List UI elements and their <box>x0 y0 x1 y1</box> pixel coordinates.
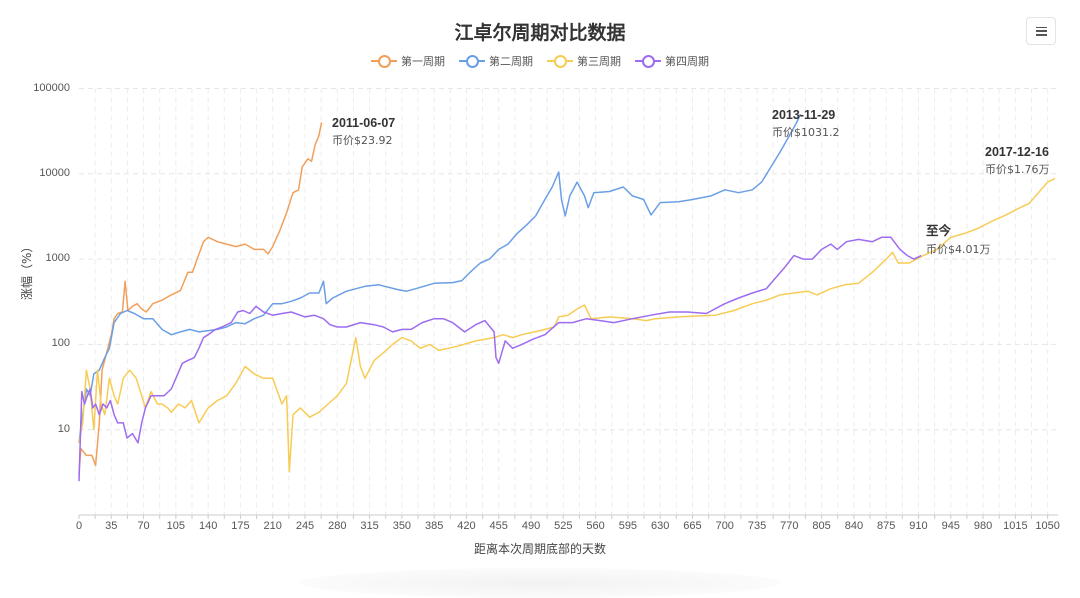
legend-item-cycle-3[interactable]: 第三周期 <box>547 53 621 69</box>
legend-line-circle-icon <box>547 54 573 68</box>
y-tick-label: 100 <box>51 337 70 350</box>
annotation-price: 币价$4.01万 <box>926 243 991 256</box>
x-tick-label: 0 <box>75 520 83 532</box>
hamburger-menu-icon <box>1035 26 1047 36</box>
x-axis-label: 距离本次周期底部的天数 <box>473 542 606 556</box>
x-tick-label: 945 <box>941 520 960 532</box>
x-tick-label: 490 <box>521 520 541 532</box>
x-tick-label: 315 <box>360 520 379 532</box>
chart-title: 江卓尔周期对比数据 <box>454 22 626 44</box>
x-tick-label: 770 <box>780 520 799 532</box>
annotation-date: 2013-11-29 <box>772 108 836 122</box>
legend-item-cycle-2[interactable]: 第二周期 <box>459 53 533 69</box>
x-tick-label: 140 <box>198 520 218 532</box>
annotation-date: 2017-12-16 <box>985 145 1049 159</box>
y-tick-label: 10 <box>57 422 70 435</box>
y-axis-label: 涨幅（%） <box>20 240 34 300</box>
x-tick-label: 560 <box>586 520 605 532</box>
legend-item-cycle-1[interactable]: 第一周期 <box>371 53 445 69</box>
series-line-cycle-4[interactable] <box>78 236 922 482</box>
x-tick-label: 910 <box>909 520 928 532</box>
x-tick-label: 245 <box>295 520 315 532</box>
annotation-cycle-2-peak: 2013-11-29 币价$1031.2 <box>772 108 840 140</box>
x-tick-label: 595 <box>618 520 638 532</box>
x-tick-label: 350 <box>392 520 412 532</box>
series-line-cycle-2[interactable] <box>78 113 802 443</box>
x-tick-label: 420 <box>457 520 476 532</box>
annotation-price: 币价$23.92 <box>332 134 393 147</box>
x-tick-label: 455 <box>489 520 508 532</box>
y-tick-label: 100000 <box>33 81 70 94</box>
x-tick-label: 630 <box>650 520 670 532</box>
legend-label: 第四周期 <box>665 55 709 68</box>
legend-line-circle-icon <box>635 54 661 68</box>
annotation-price: 币价$1.76万 <box>985 163 1050 176</box>
legend-line-circle-icon <box>371 54 397 68</box>
x-tick-label: 1050 <box>1035 520 1060 532</box>
series-line-cycle-3[interactable] <box>78 177 1056 473</box>
x-tick-label: 1015 <box>1003 520 1028 532</box>
y-tick-label: 10000 <box>39 166 70 179</box>
x-tick-label: 700 <box>715 520 734 532</box>
x-axis-line <box>78 514 1058 519</box>
x-tick-label: 805 <box>812 520 831 532</box>
x-tick-label: 280 <box>328 520 347 532</box>
legend-item-cycle-4[interactable]: 第四周期 <box>635 53 709 69</box>
annotation-price: 币价$1031.2 <box>772 126 840 139</box>
legend-line-circle-icon <box>459 54 485 68</box>
grid-lines <box>79 88 1058 515</box>
x-tick-label: 980 <box>973 520 993 532</box>
annotation-cycle-1-peak: 2011-06-07 币价$23.92 <box>332 116 395 148</box>
x-tick-label: 105 <box>166 520 186 532</box>
legend-label: 第二周期 <box>489 55 533 68</box>
bottom-shadow <box>300 568 780 598</box>
annotation-cycle-3-peak: 2017-12-16 币价$1.76万 <box>985 145 1050 177</box>
annotation-date: 至今 <box>926 223 952 238</box>
plot-area <box>78 88 1058 519</box>
y-tick-label: 1000 <box>45 252 70 265</box>
annotation-current: 至今 币价$4.01万 <box>926 220 991 257</box>
x-tick-label: 35 <box>105 520 118 532</box>
legend-label: 第三周期 <box>577 55 621 68</box>
series-lines <box>78 113 1056 482</box>
legend-label: 第一周期 <box>401 55 445 68</box>
x-tick-label: 175 <box>231 520 250 532</box>
x-tick-label: 210 <box>263 520 282 532</box>
x-tick-label: 385 <box>424 520 444 532</box>
series-line-cycle-1[interactable] <box>78 122 323 475</box>
x-tick-label: 525 <box>554 520 573 532</box>
x-tick-label: 840 <box>844 520 864 532</box>
annotation-date: 2011-06-07 <box>332 116 396 130</box>
x-tick-label: 875 <box>877 520 896 532</box>
x-tick-label: 70 <box>137 520 150 532</box>
chart-legend: 第一周期 第二周期 第三周期 第四周期 <box>0 53 1080 69</box>
chart-menu-button[interactable] <box>1026 17 1056 45</box>
x-tick-label: 665 <box>683 520 702 532</box>
x-tick-label: 735 <box>747 520 767 532</box>
